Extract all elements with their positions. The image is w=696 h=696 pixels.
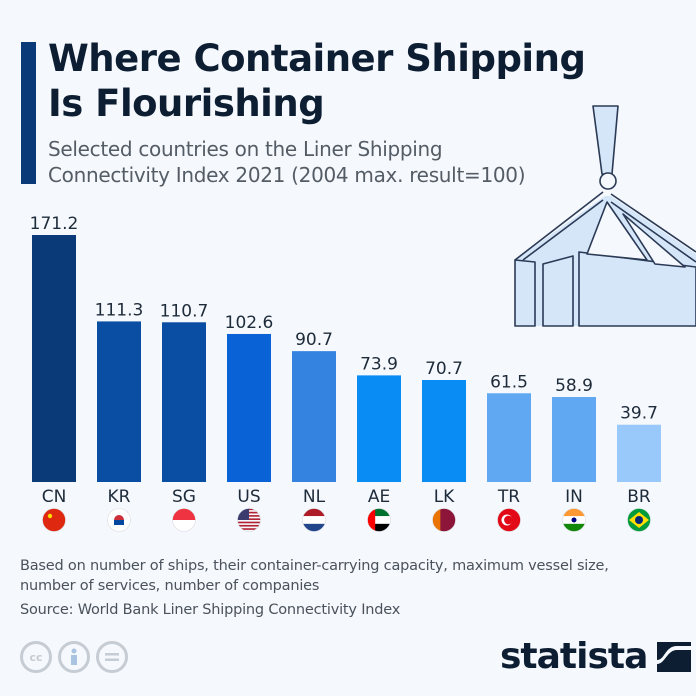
bar-us [227,333,271,482]
netherlands-flag-icon [302,508,326,532]
bar-br [617,424,661,482]
south-korea-flag-icon [107,508,131,532]
subtitle-line-2: Connectivity Index 2021 (2004 max. resul… [48,163,526,187]
source-text: Source: World Bank Liner Shipping Connec… [20,602,401,618]
category-label-in: IN [565,487,583,507]
bar-cn [32,235,76,482]
title-line-2: Is Flourishing [48,82,325,125]
statista-logo[interactable]: statista [500,636,692,677]
sri-lanka-flag-icon [432,508,456,532]
uae-flag-icon [367,508,391,532]
no-derivatives-icon[interactable] [96,641,128,673]
attribution-icon[interactable] [58,641,90,673]
bar-nl [292,351,336,482]
category-label-nl: NL [303,487,326,507]
subtitle-line-1: Selected countries on the Liner Shipping [48,137,443,161]
bar-kr [97,321,141,482]
category-label-tr: TR [497,487,520,507]
statista-logo-icon [657,641,692,672]
category-label-us: US [237,487,260,507]
value-label-tr: 61.5 [490,372,528,392]
category-label-kr: KR [108,487,131,507]
turkey-flag-icon [497,508,521,532]
note-line-2: number of services, number of companies [20,578,320,594]
bar-ae [357,375,401,482]
value-label-nl: 90.7 [295,330,333,350]
india-flag-icon [562,508,586,532]
title-line-1: Where Container Shipping [48,37,586,80]
usa-flag-icon [237,508,261,532]
value-label-kr: 111.3 [95,300,144,320]
bar-sg [162,322,206,482]
china-flag-icon [42,508,66,532]
singapore-flag-icon [172,508,196,532]
category-label-sg: SG [172,487,196,507]
title-accent-bar [21,42,36,184]
value-label-ae: 73.9 [360,354,398,374]
chart-subtitle: Selected countries on the Liner Shipping… [48,136,526,188]
category-label-ae: AE [368,487,390,507]
category-label-lk: LK [434,487,455,507]
category-label-br: BR [627,487,651,507]
value-label-br: 39.7 [620,404,658,424]
bar-in [552,397,596,482]
value-label-us: 102.6 [225,313,274,333]
bar-lk [422,379,466,482]
statista-logo-text: statista [500,636,648,677]
brazil-flag-icon [627,508,651,532]
chart-title: Where Container Shipping Is Flourishing [48,36,586,126]
creative-commons-icon[interactable]: cc [20,641,52,673]
category-label-cn: CN [42,487,67,507]
value-label-sg: 110.7 [160,301,209,321]
chart-note: Based on number of ships, their containe… [20,556,609,596]
value-label-cn: 171.2 [30,214,79,234]
bar-chart: 171.2 111.3 110.7 102.6 90.7 73.9 70.7 61.5 58.9… [30,214,661,532]
note-line-1: Based on number of ships, their containe… [20,558,609,574]
value-label-in: 58.9 [555,376,593,396]
license-icons: cc [20,641,128,673]
bar-tr [487,393,531,482]
container-crane-icon [514,105,696,327]
value-label-lk: 70.7 [425,359,463,379]
